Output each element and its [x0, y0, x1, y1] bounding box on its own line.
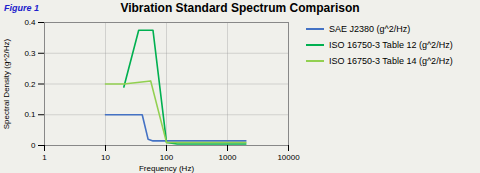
html-text:Figure 1: Figure 1	[4, 3, 39, 13]
svg-text:0.3: 0.3	[24, 49, 36, 58]
svg-text:10: 10	[101, 153, 110, 162]
html-text:SAE J2380 (g^2/Hz): SAE J2380 (g^2/Hz)	[329, 24, 411, 34]
html-text:Vibration Standard Spectrum Co: Vibration Standard Spectrum Comparison	[120, 1, 360, 15]
svg-text:1000: 1000	[219, 153, 237, 162]
svg-text:Frequency (Hz): Frequency (Hz)	[139, 164, 194, 173]
svg-text:1: 1	[42, 153, 47, 162]
svg-text:10000: 10000	[277, 153, 300, 162]
svg-text:0: 0	[31, 141, 36, 150]
svg-text:100: 100	[160, 153, 174, 162]
svg-text:0.4: 0.4	[24, 18, 36, 27]
html-text:ISO 16750-3 Table 12 (g^2/Hz): ISO 16750-3 Table 12 (g^2/Hz)	[329, 40, 453, 50]
svg-text:Spectral Density (g^2/Hz): Spectral Density (g^2/Hz)	[2, 38, 11, 129]
html-text:ISO 16750-3 Table 14 (g^2/Hz): ISO 16750-3 Table 14 (g^2/Hz)	[329, 56, 453, 66]
svg-text:0.1: 0.1	[24, 110, 36, 119]
svg-text:0.2: 0.2	[24, 80, 36, 89]
